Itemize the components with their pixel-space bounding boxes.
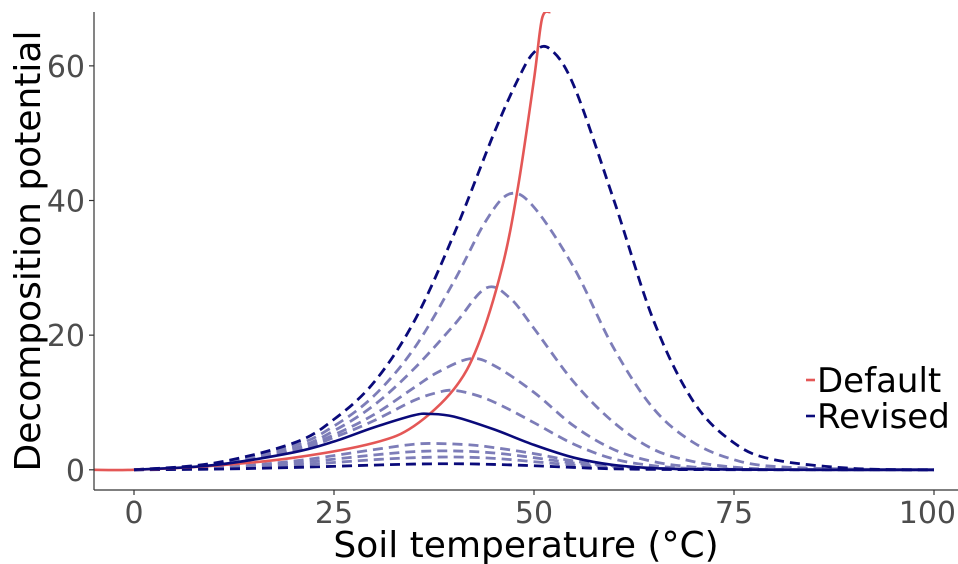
x-tick-label: 0 [124, 496, 143, 531]
series-line-scenario-10 [133, 462, 935, 472]
series-line-scenario-4 [133, 285, 935, 472]
y-tick-label: 60 [47, 50, 85, 85]
plot-area [94, 12, 935, 472]
y-tick-label: 40 [47, 185, 85, 220]
series-line-default [94, 12, 551, 472]
x-tick-label: 50 [515, 496, 553, 531]
legend-label-default: Default [817, 361, 941, 401]
y-tick-label: 20 [47, 319, 85, 354]
x-axis-title: Soil temperature (°C) [333, 525, 718, 564]
x-axis: 0 25 50 75 100 [94, 489, 958, 531]
series-line-revised [133, 412, 935, 472]
x-tick-label: 75 [715, 496, 753, 531]
series-line-scenario-9 [133, 455, 935, 472]
series-line-scenario-7 [133, 442, 935, 472]
x-tick-label: 100 [899, 496, 956, 531]
y-axis: 0 20 40 60 [47, 12, 95, 490]
legend-label-revised: Revised [817, 397, 950, 437]
series-group [94, 12, 935, 472]
series-line-scenario-2 [133, 44, 935, 472]
y-tick-label: 0 [66, 454, 85, 489]
y-axis-title: Decomposition potential [8, 31, 49, 472]
series-line-scenario-3 [133, 191, 935, 472]
series-line-scenario-8 [133, 449, 935, 472]
x-tick-label: 25 [315, 496, 353, 531]
